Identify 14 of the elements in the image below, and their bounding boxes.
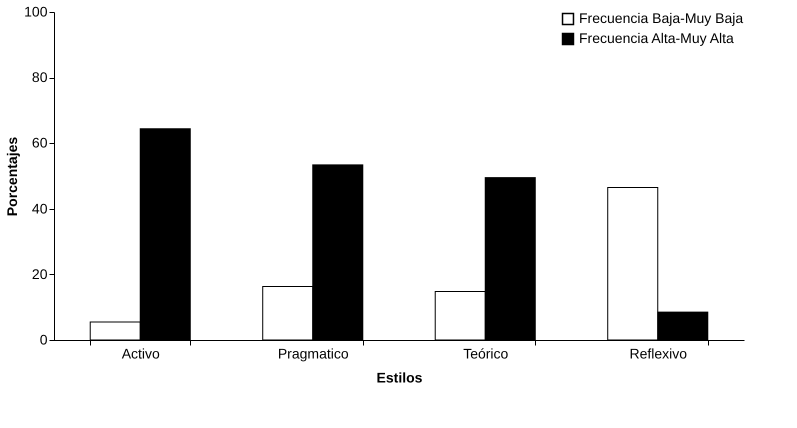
y-tick-label: 20 bbox=[32, 266, 48, 282]
legend-label: Frecuencia Baja-Muy Baja bbox=[579, 10, 744, 26]
legend-label: Frecuencia Alta-Muy Alta bbox=[579, 30, 734, 46]
x-tick-label: Activo bbox=[122, 346, 160, 362]
y-tick-label: 100 bbox=[24, 4, 48, 20]
y-tick-label: 80 bbox=[32, 69, 48, 86]
y-tick-label: 40 bbox=[32, 200, 48, 216]
x-tick-label: Reflexivo bbox=[629, 346, 688, 362]
x-axis-title: Estilos bbox=[376, 370, 423, 386]
y-axis-title: Porcentajes bbox=[4, 136, 20, 216]
x-tick-label: Teórico bbox=[463, 346, 509, 362]
y-tick-label: 0 bbox=[40, 332, 48, 348]
y-tick-label: 60 bbox=[32, 134, 48, 151]
x-tick-label: Pragmatico bbox=[278, 346, 349, 362]
